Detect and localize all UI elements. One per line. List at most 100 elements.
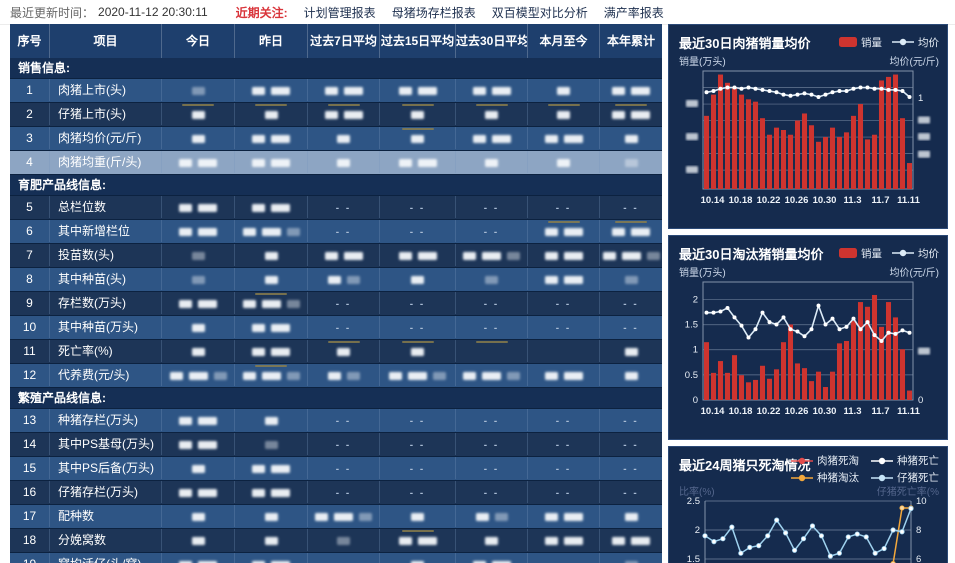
svg-text:10.18: 10.18 xyxy=(729,195,753,206)
table-row[interactable]: 6 其中新增栏位 - - - - - - xyxy=(10,220,662,244)
table-row[interactable]: 3 肉猪均价(元/斤) xyxy=(10,127,662,151)
redacted-value xyxy=(544,227,558,236)
legend-item[interactable]: 肉猪死淘 xyxy=(791,453,859,468)
redacted-value xyxy=(557,86,570,95)
table-cell xyxy=(456,103,528,125)
chart-legend-1: 销量 均价 xyxy=(839,246,939,261)
table-cell: - - xyxy=(456,433,528,455)
table-cell: - - xyxy=(528,433,600,455)
redacted-value xyxy=(563,134,583,143)
table-row[interactable]: 1 肉猪上市(头) xyxy=(10,79,662,103)
redacted-value xyxy=(411,512,424,521)
row-index: 7 xyxy=(10,244,50,266)
redacted-value xyxy=(324,110,338,119)
nav-link-sow-farm-report[interactable]: 母猪场存栏报表 xyxy=(391,5,476,20)
redacted-indicator xyxy=(401,128,434,130)
row-label: 其中新增栏位 xyxy=(50,220,162,242)
table-row[interactable]: 5 总栏位数 - - - - - - - - - - xyxy=(10,196,662,220)
chart-panel-cull-pig-sales: 最近30日淘汰猪销量均价 销量 均价 销量(万头) 均价(元/斤) 10.14 10… xyxy=(668,235,948,440)
redacted-value xyxy=(198,203,217,212)
redacted-value xyxy=(191,536,205,545)
table-cell xyxy=(308,364,380,386)
table-row[interactable]: 11 死亡率(%) xyxy=(10,340,662,364)
redacted-value xyxy=(179,227,192,236)
svg-text:10.30: 10.30 xyxy=(813,406,837,417)
redacted-value xyxy=(337,134,350,143)
redacted-value xyxy=(398,158,412,167)
table-cell: - - xyxy=(528,481,600,503)
redacted-value xyxy=(343,86,363,95)
table-cell xyxy=(308,79,380,101)
no-data-dashes: - - xyxy=(409,323,426,334)
table-cell: - - xyxy=(308,196,380,218)
table-row[interactable]: 9 存栏数(万头) - - - - - - - - - - xyxy=(10,292,662,316)
svg-text:10.22: 10.22 xyxy=(757,195,781,206)
redacted-value xyxy=(242,371,256,380)
nav-link-full-capacity-report[interactable]: 满产率报表 xyxy=(603,5,664,20)
table-cell xyxy=(380,505,456,527)
row-label: 其中种苗(头) xyxy=(50,268,162,290)
table-row[interactable]: 12 代养费(元/头) xyxy=(10,364,662,388)
redacted-value xyxy=(631,86,650,95)
redacted-value xyxy=(191,347,205,356)
table-cell xyxy=(380,364,456,386)
table-row[interactable]: 18 分娩窝数 xyxy=(10,529,662,553)
legend-label: 种猪淘汰 xyxy=(817,472,859,484)
table-row[interactable]: 19窝均活仔(头/窝) xyxy=(10,553,662,563)
redacted-value xyxy=(411,347,424,356)
table-cell xyxy=(528,151,600,173)
table-cell xyxy=(380,244,456,266)
table-cell xyxy=(235,505,308,527)
redacted-value xyxy=(472,86,486,95)
redacted-value xyxy=(242,227,256,236)
table-row[interactable]: 4 肉猪均重(斤/头) xyxy=(10,151,662,175)
chart-plot-2: 2.5 10 2 8 1.5 6 xyxy=(687,496,927,563)
redacted-value xyxy=(612,86,625,95)
legend-item[interactable]: 均价 xyxy=(892,246,939,261)
table-row[interactable]: 8 其中种苗(头) xyxy=(10,268,662,292)
redacted-value xyxy=(252,158,265,167)
row-index: 8 xyxy=(10,268,50,290)
legend-item[interactable]: 种猪死亡 xyxy=(871,453,939,468)
redacted-value xyxy=(398,251,412,260)
nav-link-model-compare[interactable]: 双百模型对比分析 xyxy=(491,5,588,20)
table-cell xyxy=(456,340,528,362)
redacted-value xyxy=(624,347,638,356)
table-row[interactable]: 13 种猪存栏(万头) - - - - - - - - - - xyxy=(10,409,662,433)
no-data-dashes: - - xyxy=(623,416,639,427)
legend-item[interactable]: 仔猪死亡 xyxy=(871,470,939,485)
row-index: 14 xyxy=(10,433,50,455)
table-cell: - - xyxy=(600,457,662,479)
table-row[interactable]: 16 仔猪存栏(万头) - - - - - - - - - - xyxy=(10,481,662,505)
no-data-dashes: - - xyxy=(335,416,352,427)
table-row[interactable]: 7 投苗数(头) xyxy=(10,244,662,268)
table-cell xyxy=(162,409,235,431)
table-cell xyxy=(380,340,456,362)
legend-item[interactable]: 销量 xyxy=(839,35,882,50)
legend-item[interactable]: 种猪淘汰 xyxy=(791,470,859,485)
nav-link-plan-report[interactable]: 计划管理报表 xyxy=(303,5,376,20)
table-cell xyxy=(456,79,528,101)
no-data-dashes: - - xyxy=(335,203,352,214)
table-row[interactable]: 17 配种数 xyxy=(10,505,662,529)
redacted-value xyxy=(264,275,278,284)
redacted-value xyxy=(191,251,205,260)
row-label: 窝均活仔(头/窝) xyxy=(50,553,162,563)
table-cell xyxy=(600,79,662,101)
legend-item[interactable]: 均价 xyxy=(892,35,939,50)
redacted-value xyxy=(631,227,650,236)
table-row[interactable]: 14 其中PS基母(万头) - - - - - - - - - - xyxy=(10,433,662,457)
table-cell xyxy=(600,103,662,125)
redacted-value xyxy=(179,416,192,425)
redacted-value xyxy=(398,86,412,95)
table-row[interactable]: 10 其中种苗(万头) - - - - - - - - - - xyxy=(10,316,662,340)
table-cell xyxy=(456,268,528,290)
redacted-value xyxy=(507,251,520,260)
table-row[interactable]: 15 其中PS后备(万头) - - - - - - - - - - xyxy=(10,457,662,481)
redacted-value xyxy=(191,86,205,95)
table-cell xyxy=(162,103,235,125)
table-cell: - - xyxy=(308,316,380,338)
table-row[interactable]: 2 仔猪上市(头) xyxy=(10,103,662,127)
legend-item[interactable]: 销量 xyxy=(839,246,882,261)
redacted-value xyxy=(271,464,290,473)
